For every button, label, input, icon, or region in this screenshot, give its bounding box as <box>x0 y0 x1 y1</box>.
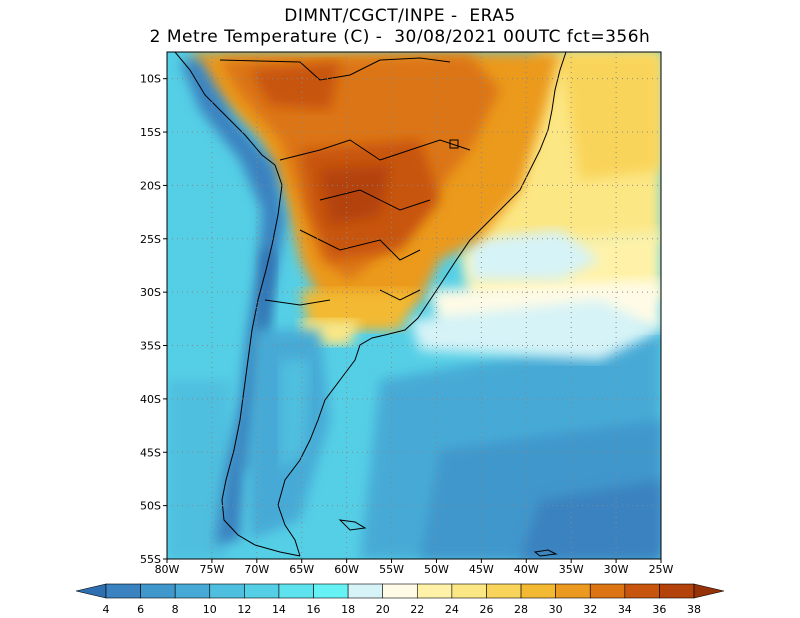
coastlines <box>174 52 567 557</box>
lon-label: 25W <box>649 563 674 576</box>
lon-label: 75W <box>199 563 224 576</box>
colorbar-label: 20 <box>376 603 390 616</box>
colorbar-label: 38 <box>687 603 701 616</box>
lat-label: 25S <box>140 233 161 246</box>
colorbar-swatch <box>209 583 245 599</box>
colorbar-swatch <box>347 583 384 599</box>
lat-label: 30S <box>140 286 161 299</box>
lat-label: 55S <box>140 553 161 566</box>
colorbar-swatch <box>589 583 626 599</box>
lon-label: 45W <box>469 563 494 576</box>
colorbar-label: 14 <box>272 603 286 616</box>
map-title-line2: 2 Metre Temperature (C) - 30/08/2021 00U… <box>149 27 651 47</box>
lat-label: 35S <box>140 340 161 353</box>
colorbar-swatch <box>382 583 418 599</box>
temperature-field <box>167 52 661 559</box>
colorbar-label: 36 <box>652 603 666 616</box>
lon-label: 35W <box>559 563 584 576</box>
lon-label: 55W <box>379 563 404 576</box>
colorbar-swatch <box>416 583 453 599</box>
colorbar-swatch <box>659 583 695 599</box>
colorbar-arrow-high <box>693 583 725 599</box>
lat-label: 20S <box>140 179 161 192</box>
colorbar-swatch <box>244 583 280 599</box>
lon-label: 60W <box>334 563 359 576</box>
lon-label: 70W <box>244 563 269 576</box>
colorbar-label: 16 <box>307 603 321 616</box>
colorbar-swatch <box>278 583 314 599</box>
colorbar-label: 28 <box>514 603 528 616</box>
plot-frame <box>166 51 662 560</box>
colorbar-swatch <box>486 583 522 599</box>
colorbar-label: 32 <box>583 603 597 616</box>
colorbar-label: 18 <box>341 603 355 616</box>
colorbar-label: 22 <box>410 603 424 616</box>
lon-label: 40W <box>514 563 539 576</box>
colorbar-arrow-low <box>75 583 107 599</box>
colorbar-label: 10 <box>203 603 217 616</box>
lat-label: 40S <box>140 393 161 406</box>
lon-label: 65W <box>289 563 314 576</box>
lat-label: 50S <box>140 500 161 513</box>
colorbar-swatch <box>313 583 349 599</box>
colorbar-swatch <box>105 583 141 599</box>
colorbar-swatch <box>140 583 176 599</box>
colorbar-swatch <box>520 583 556 599</box>
lat-label: 10S <box>140 73 161 86</box>
colorbar-label: 8 <box>172 603 179 616</box>
colorbar-swatch <box>451 583 487 599</box>
colorbar-label: 4 <box>103 603 110 616</box>
lon-label: 30W <box>604 563 629 576</box>
colorbar-swatch <box>555 583 591 599</box>
lon-label: 50W <box>424 563 449 576</box>
lon-label: 80W <box>155 563 180 576</box>
map-title-line1: DIMNT/CGCT/INPE - ERA5 <box>284 6 516 26</box>
colorbar-label: 12 <box>237 603 251 616</box>
colorbar-label: 6 <box>137 603 144 616</box>
colorbar-label: 30 <box>549 603 563 616</box>
colorbar: 4 6 8 10 12 14 16 18 20 22 24 26 28 30 32 34 36 38 <box>75 583 725 616</box>
lat-label: 15S <box>140 126 161 139</box>
colorbar-swatch <box>624 583 660 599</box>
colorbar-swatch <box>174 583 211 599</box>
lat-label: 45S <box>140 446 161 459</box>
colorbar-label: 26 <box>479 603 493 616</box>
colorbar-label: 34 <box>618 603 632 616</box>
colorbar-label: 24 <box>445 603 459 616</box>
